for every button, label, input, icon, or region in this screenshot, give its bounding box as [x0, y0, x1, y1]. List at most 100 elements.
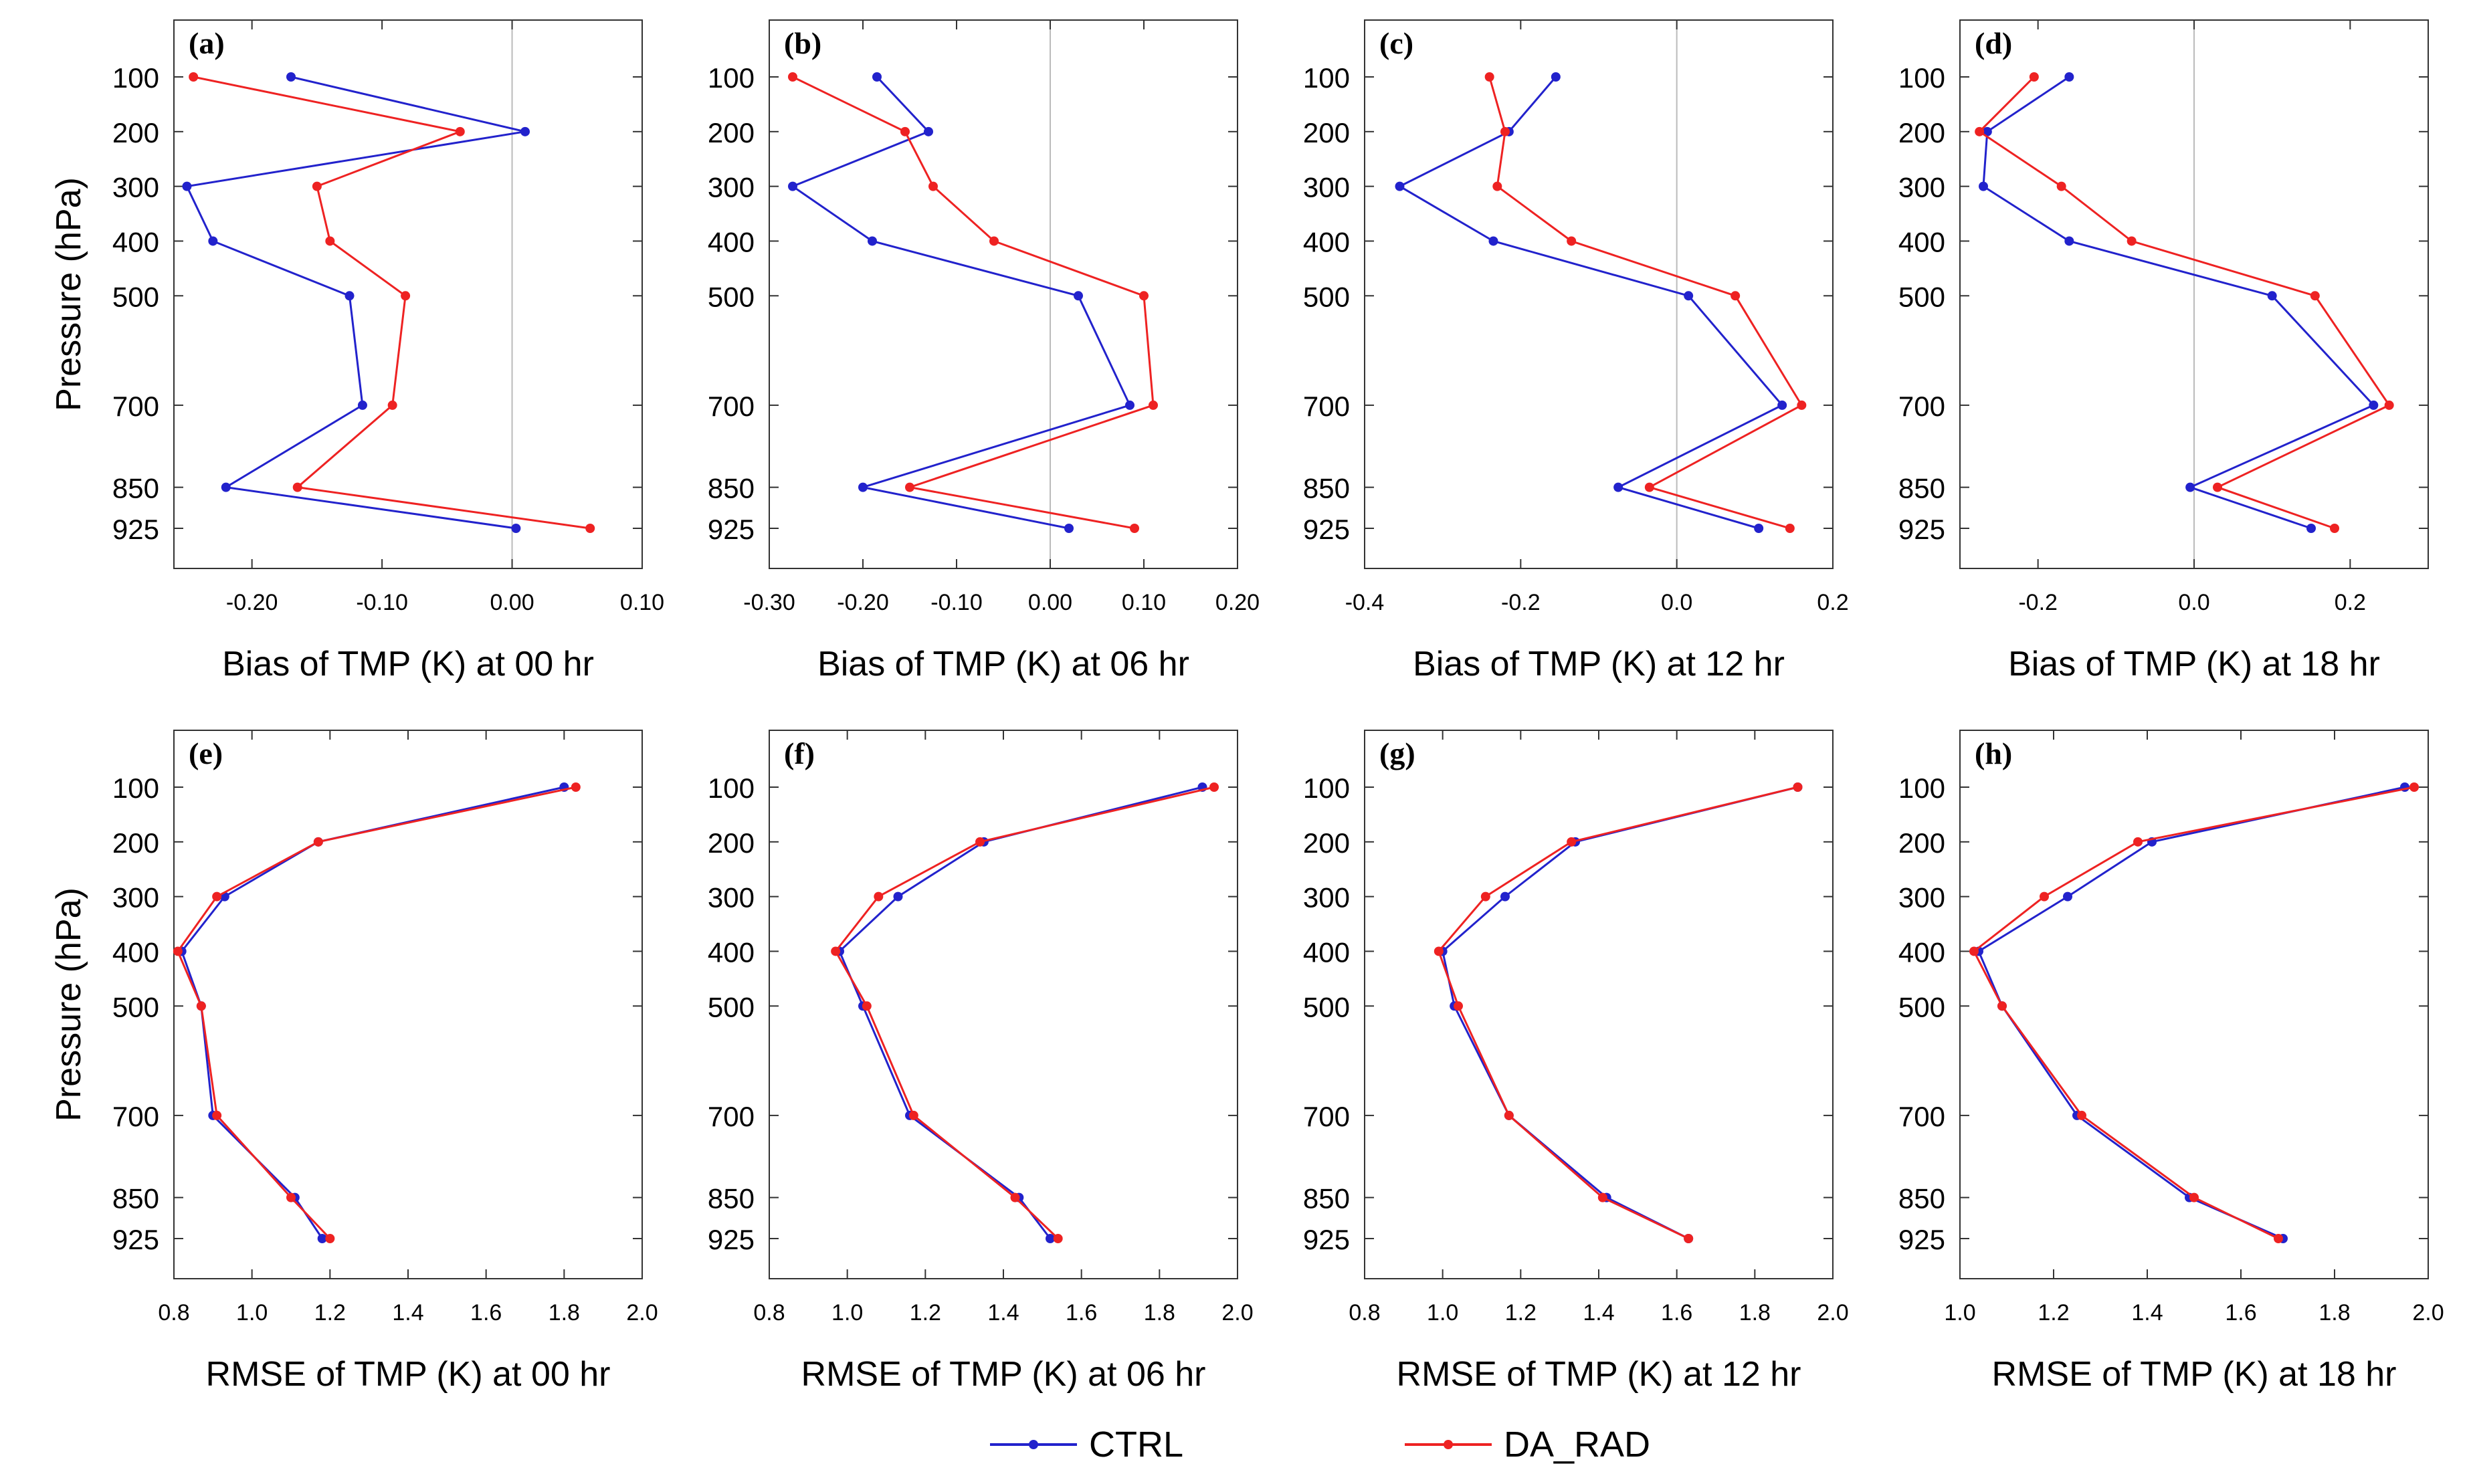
plot-frame	[173, 19, 643, 569]
data-point-da-rad	[1969, 946, 1979, 956]
y-tick-label: 300	[1898, 172, 1945, 203]
data-point-da-rad	[173, 946, 183, 956]
data-point-da-rad	[1684, 1234, 1694, 1243]
data-point-da-rad	[2384, 400, 2394, 410]
y-tick-label: 400	[112, 226, 159, 257]
data-point-da-rad	[196, 1001, 206, 1011]
x-tick-label: 1.6	[1661, 1300, 1692, 1326]
data-point-da-rad	[1139, 291, 1149, 301]
plot-frame	[173, 730, 643, 1279]
data-point-ctrl	[2306, 524, 2316, 533]
data-point-da-rad	[325, 1234, 335, 1243]
data-point-da-rad	[2040, 891, 2049, 902]
data-point-da-rad	[2310, 291, 2320, 301]
x-axis-label: Bias of TMP (K) at 06 hr	[817, 645, 1189, 683]
legend: CTRL DA_RAD	[990, 1424, 1650, 1465]
data-point-ctrl	[1125, 400, 1134, 410]
y-tick-label: 500	[1303, 991, 1350, 1023]
data-point-ctrl	[1500, 891, 1510, 902]
data-point-da-rad	[1567, 236, 1577, 246]
y-tick-label: 925	[1303, 1224, 1350, 1255]
panel-letter: (h)	[1975, 736, 2012, 770]
chart-panel-d: (d) 100 200 300 400 500 700 850 925 -0.2 0.0 0.2 Bia…	[1898, 19, 2429, 683]
data-point-ctrl	[182, 181, 192, 191]
data-point-da-rad	[900, 126, 910, 136]
data-point-da-rad	[1434, 946, 1444, 956]
x-tick-label: -0.10	[356, 590, 408, 615]
y-tick-label: 850	[112, 473, 159, 504]
plot-frame	[769, 730, 1238, 1279]
data-point-ctrl	[520, 126, 530, 136]
data-point-ctrl	[924, 126, 933, 136]
y-tick-label: 300	[708, 172, 755, 203]
y-tick-label: 700	[708, 391, 755, 422]
data-point-da-rad	[2056, 181, 2066, 191]
x-axis-label: RMSE of TMP (K) at 18 hr	[1992, 1355, 2397, 1394]
data-point-ctrl	[1613, 482, 1623, 492]
data-point-ctrl	[872, 72, 882, 82]
data-point-da-rad	[2127, 236, 2137, 246]
chart-panel-a: (a) 100 200 300 400 500 700 850 925 -0.20 -0.10 0.0…	[50, 19, 664, 683]
panel-letter: (g)	[1379, 736, 1415, 770]
x-tick-label: 0.2	[2335, 590, 2366, 615]
data-point-ctrl	[1046, 1234, 1055, 1243]
data-point-da-rad	[292, 482, 302, 492]
y-tick-label: 100	[112, 772, 159, 804]
x-tick-label: 1.4	[987, 1300, 1019, 1326]
data-point-ctrl	[286, 72, 296, 82]
x-tick-label: 1.0	[831, 1300, 863, 1326]
data-point-ctrl	[511, 524, 521, 533]
series-line-da-rad	[834, 786, 1215, 1240]
data-point-da-rad	[1785, 524, 1795, 533]
x-tick-label: -0.2	[1501, 590, 1541, 615]
data-point-da-rad	[788, 72, 797, 82]
panel-letter: (a)	[189, 26, 225, 60]
x-axis-label: RMSE of TMP (K) at 12 hr	[1397, 1355, 1801, 1394]
y-axis-label: Pressure (hPa)	[50, 887, 88, 1122]
data-point-da-rad	[989, 236, 999, 246]
x-tick-label: 1.6	[1066, 1300, 1097, 1326]
y-tick-label: 400	[1303, 226, 1350, 257]
data-point-da-rad	[1053, 1234, 1063, 1243]
x-axis-label: RMSE of TMP (K) at 06 hr	[801, 1355, 1206, 1394]
y-tick-label: 100	[112, 62, 159, 94]
x-axis-label: Bias of TMP (K) at 18 hr	[2008, 645, 2380, 683]
data-point-ctrl	[2064, 72, 2074, 82]
y-tick-label: 100	[1898, 772, 1945, 804]
y-tick-label: 100	[1898, 62, 1945, 94]
data-point-da-rad	[1484, 72, 1494, 82]
x-tick-label: 1.6	[470, 1300, 502, 1326]
series-line-da-rad	[1977, 76, 2391, 530]
y-tick-label: 500	[1303, 281, 1350, 312]
y-tick-label: 200	[1303, 117, 1350, 148]
data-point-ctrl	[1395, 181, 1405, 191]
data-point-ctrl	[1074, 291, 1083, 301]
x-tick-label: 1.8	[549, 1300, 580, 1326]
data-point-ctrl	[2185, 482, 2195, 492]
data-point-da-rad	[2409, 782, 2419, 792]
y-tick-label: 500	[708, 991, 755, 1023]
x-tick-label: 1.2	[1505, 1300, 1537, 1326]
data-point-da-rad	[1480, 891, 1490, 902]
series-line-da-rad	[177, 786, 577, 1240]
x-tick-label: 1.0	[1944, 1300, 1975, 1326]
series-line-ctrl	[1977, 786, 2405, 1240]
x-tick-label: 0.10	[620, 590, 664, 615]
panel-letter: (c)	[1379, 26, 1413, 60]
x-tick-label: 0.2	[1817, 590, 1848, 615]
y-tick-label: 300	[1898, 882, 1945, 914]
y-tick-label: 700	[1303, 391, 1350, 422]
series-line-ctrl	[790, 76, 1132, 530]
data-point-da-rad	[975, 837, 985, 847]
y-tick-label: 200	[708, 827, 755, 859]
data-point-ctrl	[2063, 891, 2072, 902]
y-tick-label: 200	[1303, 827, 1350, 859]
x-tick-label: 1.8	[1144, 1300, 1175, 1326]
data-point-da-rad	[455, 126, 465, 136]
y-tick-label: 500	[112, 991, 159, 1023]
data-point-ctrl	[357, 400, 367, 410]
series-line-ctrl	[181, 786, 565, 1239]
data-point-ctrl	[893, 891, 903, 902]
x-tick-label: 1.4	[2131, 1300, 2163, 1326]
y-tick-label: 500	[1898, 281, 1945, 312]
